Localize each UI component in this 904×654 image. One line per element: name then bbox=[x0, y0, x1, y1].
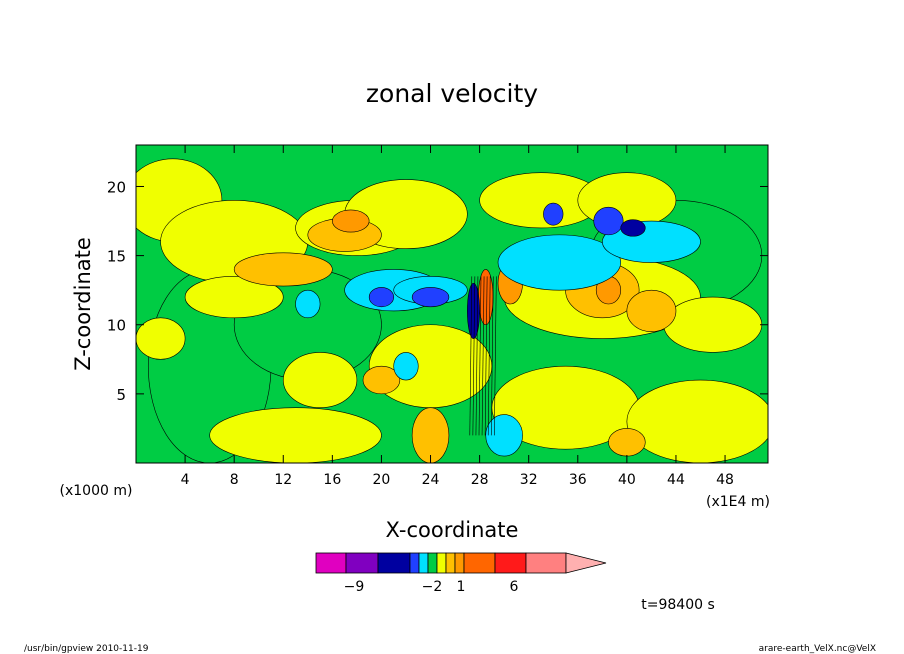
contour-region bbox=[362, 365, 401, 395]
contour-region bbox=[411, 287, 450, 308]
contour-region bbox=[620, 219, 646, 237]
footer-left: /usr/bin/gpview 2010-11-19 bbox=[24, 644, 149, 654]
x-axis-label: X-coordinate bbox=[386, 518, 519, 542]
x-tick-label: 8 bbox=[230, 472, 239, 488]
colorbar-arrow bbox=[565, 552, 607, 574]
colorbar-bin bbox=[525, 552, 567, 574]
contour-region bbox=[577, 172, 677, 229]
x-tick-label: 28 bbox=[471, 472, 489, 488]
contour-region bbox=[626, 379, 768, 463]
colorbar-bin bbox=[418, 552, 429, 574]
x-axis-ticks: 4 8 12 16 20 24 28 32 36 40 44 48 bbox=[181, 145, 734, 488]
x-tick-label: 48 bbox=[716, 472, 734, 488]
colorbar-label: 1 bbox=[457, 579, 466, 595]
x-tick-label: 4 bbox=[181, 472, 190, 488]
plot-frame bbox=[135, 144, 769, 464]
colorbar bbox=[315, 552, 607, 574]
contour-line bbox=[487, 276, 491, 436]
x-tick-label: 36 bbox=[569, 472, 587, 488]
y-unit-label: (x1000 m) bbox=[60, 483, 133, 499]
contour-line bbox=[469, 276, 473, 436]
contour-region bbox=[663, 296, 763, 353]
contour-fills bbox=[136, 158, 768, 463]
y-axis-label: Z-coordinate bbox=[71, 237, 95, 371]
x-tick-label: 12 bbox=[274, 472, 292, 488]
contour-region bbox=[543, 202, 564, 226]
contour-region bbox=[411, 407, 450, 463]
x-tick-label: 20 bbox=[373, 472, 391, 488]
colorbar-bin bbox=[463, 552, 496, 574]
y-tick-label: 5 bbox=[116, 386, 126, 404]
contour-region bbox=[626, 289, 677, 332]
colorbar-bin bbox=[315, 552, 347, 574]
contour-line bbox=[484, 276, 488, 436]
colorbar-bin bbox=[427, 552, 438, 574]
contour-region bbox=[233, 252, 333, 287]
colorbar-bin bbox=[445, 552, 456, 574]
colorbar-labels: −9 −2 1 6 bbox=[344, 579, 519, 595]
contour-region bbox=[295, 289, 321, 319]
contour-region bbox=[209, 407, 382, 463]
contour-line bbox=[481, 276, 485, 436]
contour-region bbox=[467, 282, 480, 339]
x-unit-label: (x1E4 m) bbox=[706, 494, 770, 510]
colorbar-bin bbox=[377, 552, 411, 574]
contour-line bbox=[475, 276, 479, 436]
contour-line bbox=[472, 276, 476, 436]
colorbar-bin bbox=[436, 552, 447, 574]
time-label: t=98400 s bbox=[641, 597, 715, 613]
contour-region bbox=[184, 276, 284, 319]
chart-title: zonal velocity bbox=[366, 79, 538, 108]
plot-area bbox=[135, 144, 769, 464]
y-axis-ticks: 5 10 15 20 bbox=[107, 178, 768, 404]
contour-region bbox=[608, 428, 646, 457]
colorbar-bin bbox=[345, 552, 379, 574]
contour-region bbox=[485, 414, 523, 457]
colorbar-label: 6 bbox=[510, 579, 519, 595]
x-tick-label: 40 bbox=[618, 472, 636, 488]
colorbar-bin bbox=[494, 552, 527, 574]
y-tick-label: 15 bbox=[107, 248, 126, 266]
contour-line bbox=[478, 276, 482, 436]
contour-region bbox=[593, 206, 624, 236]
colorbar-label: −2 bbox=[422, 579, 443, 595]
contour-region bbox=[393, 352, 419, 381]
contour-region bbox=[332, 209, 370, 233]
y-tick-label: 20 bbox=[107, 178, 126, 196]
contour-line bbox=[490, 276, 494, 436]
colorbar-label: −9 bbox=[344, 579, 365, 595]
contour-region bbox=[368, 287, 395, 308]
colorbar-bin bbox=[454, 552, 465, 574]
x-tick-label: 44 bbox=[667, 472, 685, 488]
colorbar-bin bbox=[409, 552, 420, 574]
y-tick-label: 10 bbox=[107, 317, 126, 335]
x-tick-label: 16 bbox=[323, 472, 341, 488]
contour-region bbox=[136, 317, 186, 360]
contour-line bbox=[494, 276, 497, 436]
x-tick-label: 24 bbox=[422, 472, 440, 488]
footer-right: arare-earth_VelX.nc@VelX bbox=[759, 644, 876, 654]
x-tick-label: 32 bbox=[520, 472, 538, 488]
contour-region bbox=[497, 234, 622, 291]
contour-region bbox=[282, 352, 358, 408]
